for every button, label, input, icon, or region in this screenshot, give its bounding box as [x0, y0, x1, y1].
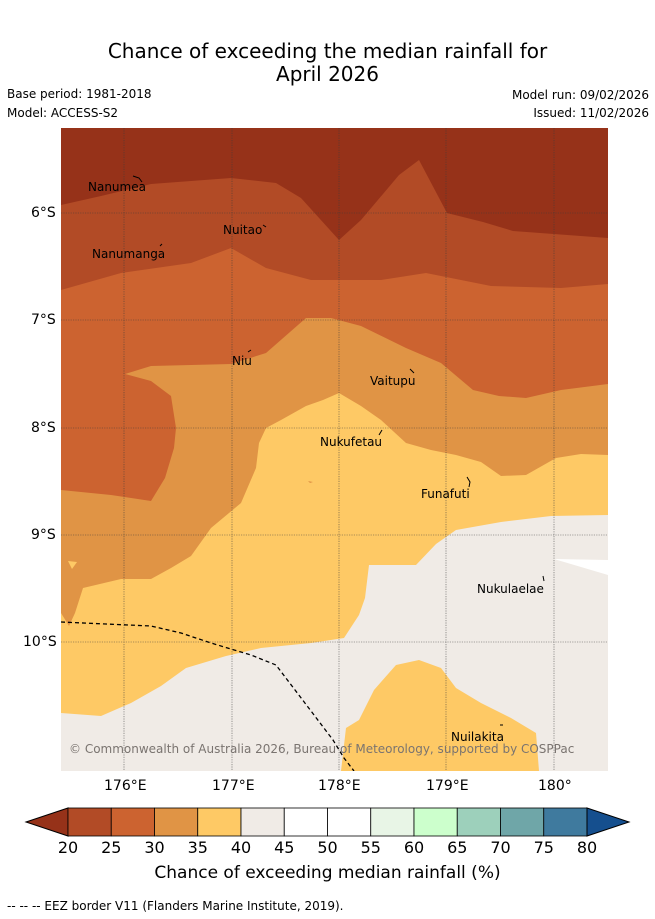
colorbar-segment — [413, 807, 458, 837]
colorbar-tick-label: 75 — [533, 838, 554, 857]
colorbar-segment — [500, 807, 545, 837]
lat-label-7s: 7°S — [31, 312, 56, 328]
colorbar-segment — [456, 807, 501, 837]
colorbar-tick-label: 25 — [101, 838, 122, 857]
colorbar-tick-label: 80 — [576, 838, 598, 857]
colorbar-tick-label: 70 — [490, 838, 511, 857]
colorbar — [24, 807, 631, 837]
label-nuitao: Nuitao — [223, 223, 263, 237]
lon-label-180: 180° — [538, 778, 572, 794]
title-line-1: Chance of exceeding the median rainfall … — [107, 39, 548, 63]
colorbar-tick-label: 20 — [57, 838, 79, 857]
lat-label-10s: 10°S — [23, 634, 57, 650]
lon-label-178e: 178°E — [318, 778, 361, 794]
colorbar-segment — [154, 807, 199, 837]
colorbar-segment — [197, 807, 242, 837]
lon-label-176e: 176°E — [104, 778, 147, 794]
title-line-2: April 2026 — [276, 62, 379, 86]
colorbar-tick-label: 60 — [403, 838, 425, 857]
issued-date: Issued: 11/02/2026 — [533, 106, 649, 120]
colorbar-tick-label: 50 — [317, 838, 338, 857]
band-40-45-south — [341, 660, 539, 771]
band-40-45-speck — [308, 481, 313, 483]
colorbar-segment — [370, 807, 415, 837]
label-nukufetau: Nukufetau — [320, 435, 383, 449]
map-canvas — [61, 128, 608, 771]
model-name: Model: ACCESS-S2 — [7, 106, 119, 120]
colorbar-tick-label: 55 — [360, 838, 381, 857]
colorbar-segment — [327, 807, 372, 837]
band-40-45-patch — [68, 561, 77, 569]
island-vaitupu — [409, 368, 415, 374]
map-gridlines — [61, 128, 608, 771]
colorbar-segment — [67, 807, 112, 837]
chart-title: Chance of exceeding the median rainfall … — [0, 40, 655, 86]
island-nanumanga — [159, 243, 163, 247]
label-nanumea: Nanumea — [88, 180, 146, 194]
rainfall-map[interactable]: Nanumea Nuitao Nanumanga Niu Vaitupu Nuk… — [61, 128, 608, 771]
island-nanumea — [132, 175, 143, 183]
model-run: Model run: 09/02/2026 — [511, 88, 649, 102]
label-vaitupu: Vaitupu — [370, 374, 416, 388]
island-outlines — [132, 175, 545, 726]
label-nukulaelae: Nukulaelae — [477, 582, 544, 596]
eez-footnote: -- -- -- EEZ border V11 (Flanders Marine… — [7, 899, 344, 913]
colorbar-high-arrow — [586, 807, 631, 837]
colorbar-low-arrow — [24, 807, 69, 837]
label-nuilakita: Nuilakita — [451, 730, 504, 744]
copyright-notice: © Commonwealth of Australia 2026, Bureau… — [69, 742, 575, 756]
label-funafuti: Funafuti — [421, 487, 470, 501]
base-period: Base period: 1981-2018 — [7, 87, 152, 101]
island-niu — [247, 349, 252, 353]
colorbar-segments — [67, 807, 588, 837]
colorbar-tick-label: 40 — [230, 838, 252, 857]
island-nuitao — [262, 224, 267, 228]
colorbar-segment — [240, 807, 285, 837]
label-niu: Niu — [232, 354, 252, 368]
colorbar-segment — [110, 807, 155, 837]
island-nukulaelae — [542, 575, 545, 582]
colorbar-tick-label: 35 — [187, 838, 208, 857]
colorbar-segment — [283, 807, 328, 837]
lat-label-9s: 9°S — [31, 527, 56, 543]
band-50-55 — [554, 559, 608, 575]
island-nukufetau — [378, 429, 383, 436]
colorbar-segment — [543, 807, 588, 837]
label-nanumanga: Nanumanga — [92, 247, 166, 261]
lon-label-177e: 177°E — [212, 778, 255, 794]
colorbar-tick-label: 45 — [274, 838, 295, 857]
colorbar-tick-label: 65 — [447, 838, 468, 857]
lat-label-6s: 6°S — [31, 205, 56, 221]
lat-label-8s: 8°S — [31, 420, 56, 436]
eez-border — [61, 621, 355, 771]
colorbar-tick-label: 30 — [144, 838, 165, 857]
island-funafuti — [466, 476, 471, 488]
colorbar-label: Chance of exceeding median rainfall (%) — [154, 863, 501, 883]
lon-label-179e: 179°E — [426, 778, 469, 794]
